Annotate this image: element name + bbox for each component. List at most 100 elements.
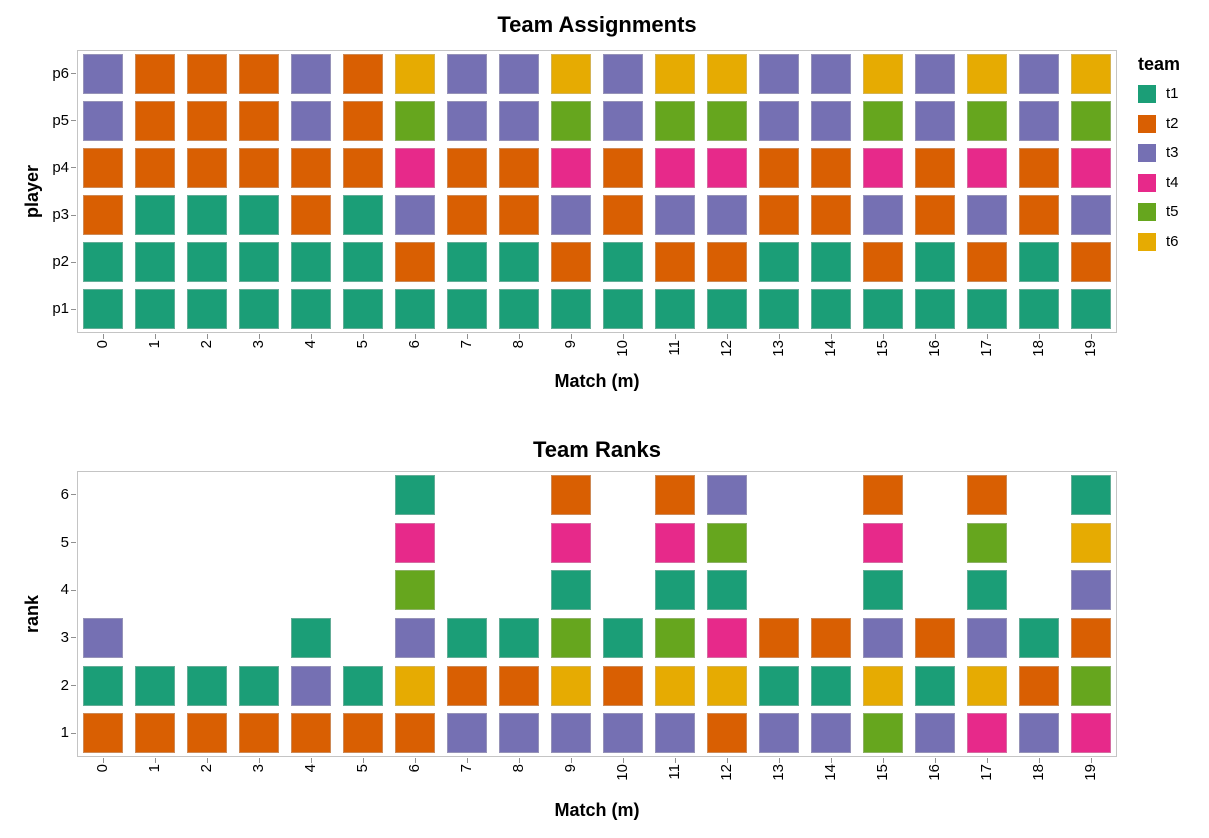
x-tick [674,758,676,763]
tile-p5-m18 [1019,100,1059,141]
tile-p1-m13 [759,289,799,330]
tile-p3-m2 [187,195,227,236]
tile-3-m11 [655,617,695,658]
y-tick-label: 4 [60,581,69,599]
tile-5-m15 [863,522,903,563]
legend-entry-t1: t1 [1138,85,1208,103]
tile-p2-m7 [447,242,487,283]
tile-p2-m4 [291,242,331,283]
x-tick-label: 14 [822,764,839,781]
x-tick-label: 7 [458,764,475,773]
x-tick-label: 13 [770,764,787,781]
tile-5-m12 [707,522,747,563]
tile-p1-m16 [915,289,955,330]
tile-p2-m2 [187,242,227,283]
x-tick [726,334,728,339]
tile-2-m4 [291,665,331,706]
x-tick-label: 0 [94,764,111,773]
tile-1-m2 [187,713,227,754]
x-tick [466,334,468,339]
tile-p6-m7 [447,53,487,94]
tile-2-m16 [915,665,955,706]
tile-1-m4 [291,713,331,754]
tile-p3-m16 [915,195,955,236]
tile-p1-m12 [707,289,747,330]
legend-swatch-t5 [1138,203,1156,222]
y-tick-label: 3 [60,628,69,646]
tile-1-m13 [759,713,799,754]
tile-p6-m0 [83,53,123,94]
x-tick [518,758,520,763]
x-tick [206,334,208,339]
tile-p3-m19 [1071,195,1111,236]
tile-4-m11 [655,570,695,611]
tile-p3-m9 [551,195,591,236]
tile-6-m17 [967,474,1007,515]
tile-4-m17 [967,570,1007,611]
tile-p4-m16 [915,147,955,188]
x-tick-label: 19 [1082,764,1099,781]
tile-p2-m16 [915,242,955,283]
tile-p6-m13 [759,53,799,94]
tile-p1-m14 [811,289,851,330]
tile-1-m16 [915,713,955,754]
x-tick-label: 4 [302,764,319,773]
tile-p1-m19 [1071,289,1111,330]
tile-p2-m14 [811,242,851,283]
tile-2-m8 [499,665,539,706]
tile-p3-m5 [343,195,383,236]
tile-p5-m5 [343,100,383,141]
x-tick [622,758,624,763]
tile-p5-m8 [499,100,539,141]
tile-p1-m9 [551,289,591,330]
y-tick-label: p6 [52,64,69,82]
legend-title: team [1138,54,1181,74]
legend-entry-t2: t2 [1138,114,1208,133]
x-tick [1090,758,1092,763]
legend-swatch-t4 [1138,173,1156,192]
tile-3-m19 [1071,617,1111,658]
tile-p2-m11 [655,242,695,283]
tile-1-m10 [603,713,643,754]
y-tick [71,308,76,310]
tile-p5-m15 [863,100,903,141]
tile-2-m10 [603,665,643,706]
tile-p5-m11 [655,100,695,141]
tile-p4-m10 [603,147,643,188]
x-tick [310,758,312,763]
x-tick [778,334,780,339]
tile-1-m0 [83,713,123,754]
tile-p1-m18 [1019,289,1059,330]
x-tick [1090,334,1092,339]
x-tick-label: 1 [146,764,163,773]
x-tick-label: 2 [198,764,215,773]
legend-swatch-t2 [1138,114,1156,133]
tile-p4-m9 [551,147,591,188]
tile-p4-m1 [135,147,175,188]
y-tick-label: 1 [60,724,69,742]
x-tick-label: 17 [978,764,995,781]
x-tick-label: 18 [1030,764,1047,781]
tile-p6-m15 [863,53,903,94]
tile-3-m14 [811,617,851,658]
tile-1-m1 [135,713,175,754]
x-tick-label: 3 [250,764,267,773]
x-tick [102,758,104,763]
tile-p5-m3 [239,100,279,141]
x-tick [570,758,572,763]
tile-1-m8 [499,713,539,754]
tile-p1-m4 [291,289,331,330]
tile-p6-m11 [655,53,695,94]
tile-p6-m16 [915,53,955,94]
legend: team t1 t2 t3 t4 t5 t6 [1138,54,1208,264]
tile-p4-m13 [759,147,799,188]
x-tick-label: 12 [718,764,735,781]
tile-p6-m8 [499,53,539,94]
tile-3-m10 [603,617,643,658]
tile-4-m19 [1071,570,1111,611]
tile-3-m9 [551,617,591,658]
y-tick-label: 6 [60,485,69,503]
tile-2-m6 [395,665,435,706]
tile-p2-m13 [759,242,799,283]
